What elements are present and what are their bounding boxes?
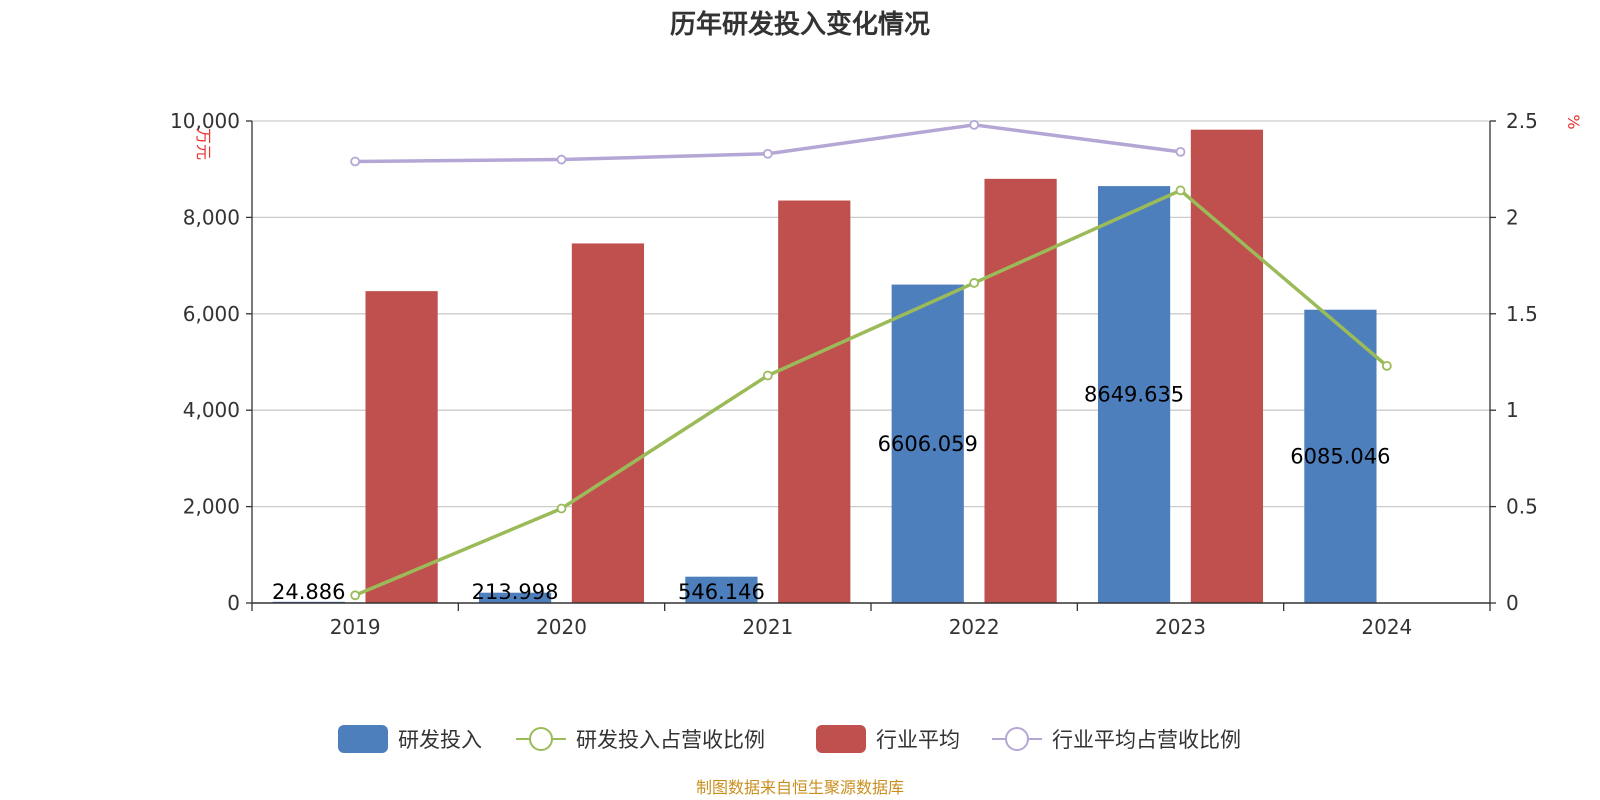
grid (252, 120, 1490, 508)
bar-industry-average (365, 291, 438, 603)
data-label-rd-investment: 24.886 (272, 580, 345, 604)
line-industry-ratio-point (969, 119, 980, 130)
legend: 研发投入 研发投入占营收比例 行业平均 行业平均占营收比例 (338, 725, 1241, 753)
data-label-rd-investment: 213.998 (472, 580, 559, 604)
left-axis-tick-label: 2,000 (183, 495, 240, 519)
legend-swatch-bar (338, 725, 388, 753)
left-axis-tick-label: 0 (227, 591, 240, 615)
line-rd-ratio (354, 188, 1388, 597)
line-rd-ratio-point (969, 278, 980, 288)
x-axis-tick-label: 2023 (1155, 615, 1206, 639)
line-rd-ratio-point (350, 590, 361, 601)
line-industry-ratio-point (556, 154, 567, 165)
bar-rd-investment (1097, 186, 1171, 603)
x-axis-tick-label: 2019 (330, 615, 381, 639)
bar-industry-average (984, 178, 1057, 603)
line-rd-ratio-point (1175, 185, 1186, 196)
bar-rd-investment (478, 592, 552, 603)
right-axis-unit: % (1564, 114, 1583, 129)
bar-industry-average (1190, 129, 1264, 603)
x-axis-tick-label: 2022 (949, 615, 1000, 639)
data-label-rd-investment: 546.146 (678, 580, 765, 604)
lines (350, 119, 1392, 601)
bars (272, 129, 1377, 604)
legend-swatch-bar (816, 725, 866, 753)
data-label-rd-investment: 6606.059 (878, 432, 978, 456)
bar-industry-average (571, 243, 645, 604)
left-axis-tick-label: 6,000 (183, 302, 240, 326)
source-note: 制图数据来自恒生聚源数据库 (696, 778, 904, 797)
legend-label: 研发投入占营收比例 (576, 728, 765, 752)
x-axis-tick-label: 2024 (1361, 615, 1412, 639)
left-axis-tick-label: 10,000 (170, 109, 240, 133)
left-axis-tick-label: 8,000 (183, 205, 240, 229)
axes: 0 2,000 4,000 6,000 8,000 10,000 0 0.5 1 1.5 2 2.5 2… (170, 109, 1538, 639)
x-axis-tick-label: 2020 (536, 615, 587, 639)
right-axis-tick-label: 2.5 (1506, 109, 1538, 133)
left-axis-unit: 万元 (194, 128, 213, 160)
line-industry-ratio-point (350, 156, 361, 167)
chart-title: 历年研发投入变化情况 (670, 9, 930, 40)
bar-rd-investment (685, 576, 758, 603)
data-label-rd-investment: 6085.046 (1290, 444, 1390, 468)
right-axis-tick-label: 0.5 (1506, 495, 1538, 519)
right-axis-tick-label: 1.5 (1506, 302, 1538, 326)
line-industry-ratio-point (762, 148, 773, 159)
data-labels: 24.886 213.998 546.146 6606.059 8649.635 6085… (272, 383, 1391, 604)
legend-label: 行业平均占营收比例 (1052, 728, 1241, 752)
bar-industry-average (778, 200, 851, 603)
bar-rd-investment (1304, 309, 1377, 603)
line-rd-ratio-point (1381, 360, 1392, 371)
legend-swatch-marker (1005, 727, 1029, 751)
legend-swatch-marker (529, 727, 553, 751)
line-rd-ratio-point (762, 370, 773, 381)
left-axis-tick-label: 4,000 (183, 398, 240, 422)
right-axis-tick-label: 0 (1506, 591, 1519, 615)
x-axis-tick-label: 2021 (742, 615, 793, 639)
right-axis-tick-label: 2 (1506, 205, 1519, 229)
legend-label: 研发投入 (398, 728, 482, 752)
bar-rd-investment (891, 284, 964, 603)
right-axis-tick-label: 1 (1506, 398, 1519, 422)
data-label-rd-investment: 8649.635 (1084, 383, 1184, 407)
line-industry-ratio-point (1175, 146, 1186, 157)
line-rd-ratio-point (556, 503, 567, 514)
legend-label: 行业平均 (876, 728, 960, 752)
